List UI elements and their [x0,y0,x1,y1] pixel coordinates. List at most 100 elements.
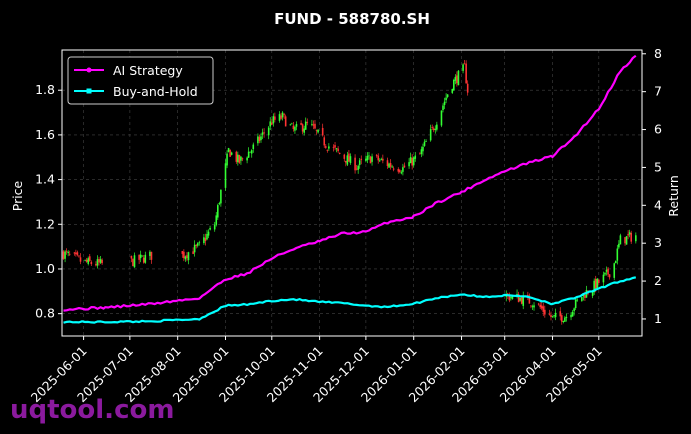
candles [62,60,637,325]
candle-body [345,160,347,163]
candle-body [216,205,219,218]
candle-body [380,159,383,160]
candle-body [332,146,335,148]
candle-body [294,126,296,131]
candle-body [446,94,449,97]
candle-body [619,235,622,245]
candle-body [76,252,79,255]
candle-body [614,260,617,264]
candle-body [382,158,384,161]
candle-body [73,252,76,254]
candle-body [65,251,68,253]
candle-body [442,105,444,110]
candle-body [573,308,575,312]
watermark: uqtool.com [10,395,174,425]
candle-body [263,132,265,134]
legend-marker-buy-and-hold [86,88,92,94]
candle-body [591,290,594,296]
candle-body [429,129,432,141]
candle-body [132,258,134,267]
candle-body [258,136,261,142]
candle-body [267,127,270,136]
candle-body [181,251,184,254]
y-axis-label: Price [10,180,25,211]
candle-body [246,157,248,161]
candle-body [311,123,313,125]
candle-body [440,110,443,126]
candle-body [624,237,626,244]
candle-body [272,116,275,124]
candle-body [306,121,309,123]
candle-body [227,148,230,152]
candle-body [371,156,373,162]
candle-body [593,280,595,293]
candle-body [337,148,339,152]
candle-body [400,172,403,174]
candle-body [508,295,511,301]
candle-body [360,158,363,160]
candle-body [183,251,185,259]
chart-title: FUND - 588780.SH [274,10,430,28]
candle-body [335,148,338,150]
candle-body [539,304,541,308]
candle-body [338,152,341,154]
candle-body [528,295,531,304]
candle-body [280,115,282,119]
candle-body [551,315,554,317]
candle-body [301,124,304,132]
candle-body [604,272,606,275]
candle-body [68,253,71,255]
candle-body [412,157,415,166]
candle-body [269,121,272,127]
candle-body [399,170,401,173]
candle-body [281,112,284,118]
candle-body [349,156,352,164]
candle-body [550,315,552,318]
candle-body [527,294,529,297]
candle-body [252,144,255,149]
y2-tick-label: 6 [654,122,662,137]
candle-body [420,149,423,155]
candle-body [75,252,77,255]
y2-axis-label: Return [666,175,681,216]
candle-body [553,314,555,316]
candle-body [98,259,100,263]
candle-body [533,305,535,308]
y-tick-label: 1.6 [35,127,55,142]
candle-body [510,297,512,299]
candle-body [209,227,211,230]
legend-label-buy-and-hold: Buy-and-Hold [113,84,198,99]
candle-body [204,238,207,242]
candle-body [90,262,93,265]
candle-body [389,163,392,167]
candle-body [540,305,543,309]
candle-body [235,151,238,162]
y2-tick-label: 2 [654,273,662,288]
y-tick-label: 0.8 [35,306,55,321]
candle-body [203,237,205,244]
candle-body [570,314,572,318]
candle-body [519,297,521,301]
y2-tick-label: 8 [654,46,662,61]
candle-body [425,141,427,142]
candle-body [530,305,532,307]
candle-body [274,116,276,120]
candle-body [613,263,616,278]
candle-body [369,156,372,164]
candle-body [554,312,557,318]
legend-box [67,56,214,105]
candle-body [315,130,318,131]
candle-body [284,116,287,127]
candle-body [408,162,410,167]
candle-body [522,295,525,306]
candle-body [292,125,295,130]
candle-body [445,97,447,101]
candle-body [377,155,380,161]
candle-body [213,224,216,230]
candle-body [85,259,88,262]
candle-body [206,233,208,240]
candle-body [453,79,455,91]
candle-body [321,127,324,136]
candle-body [462,64,464,71]
